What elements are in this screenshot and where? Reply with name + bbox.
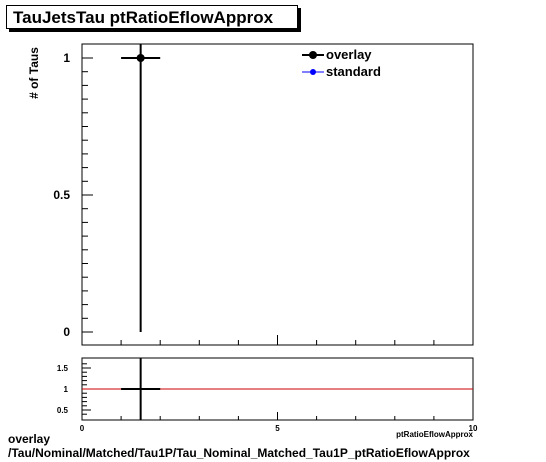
ratio-series: [82, 358, 473, 420]
main-y-axis: 00.51: [53, 51, 93, 339]
caption-line-2: /Tau/Nominal/Matched/Tau1P/Tau_Nominal_M…: [8, 446, 470, 460]
ratio-y-axis: 0.5 1 1.5: [57, 363, 91, 415]
legend-label-overlay: overlay: [326, 47, 372, 62]
main-x-axis: [81, 335, 474, 345]
title-box: TauJetsTau ptRatioEflowApprox: [6, 5, 298, 29]
y-axis-label: # of Taus: [27, 47, 41, 99]
overlay-point: [136, 54, 145, 62]
legend-label-standard: standard: [326, 64, 381, 79]
x-axis-label: ptRatioEflowApprox: [396, 430, 473, 439]
legend-marker-overlay: [309, 51, 317, 59]
chart-title: TauJetsTau ptRatioEflowApprox: [13, 8, 274, 27]
caption: overlay /Tau/Nominal/Matched/Tau1P/Tau_N…: [8, 432, 470, 460]
y-tick-label: 1: [63, 51, 70, 65]
main-series: [121, 44, 161, 332]
legend-marker-standard: [310, 69, 316, 75]
ratio-y-tick-label: 0.5: [57, 406, 69, 415]
ratio-x-tick-label: 10: [469, 424, 478, 433]
ratio-x-tick-label: 5: [275, 424, 280, 433]
ratio-y-tick-label: 1.5: [57, 364, 69, 373]
ratio-x-tick-label: 0: [80, 424, 85, 433]
y-tick-label: 0.5: [53, 188, 70, 202]
ratio-plot: 0.5 1 1.5 0 5 10 ptRatioEflowApprox: [57, 357, 478, 439]
y-tick-label: 0: [63, 325, 70, 339]
ratio-x-axis: 0 5 10: [80, 412, 478, 433]
caption-line-1: overlay: [8, 432, 51, 446]
ratio-y-tick-label: 1: [64, 385, 69, 394]
legend: overlay standard: [302, 47, 381, 79]
